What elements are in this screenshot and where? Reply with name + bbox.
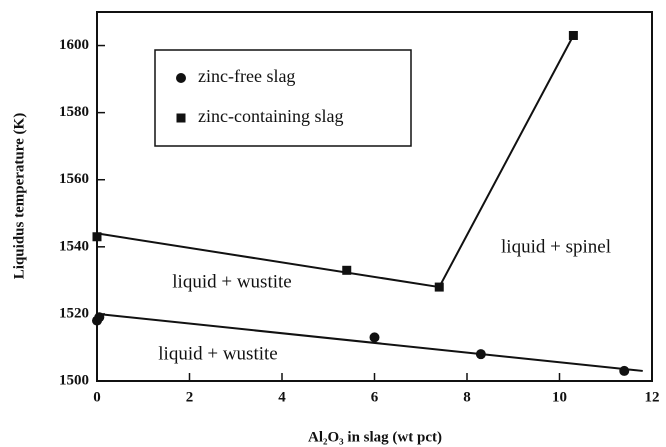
y-tick-label: 1520: [59, 305, 89, 321]
annotation: liquid + spinel: [501, 236, 611, 257]
point: [619, 365, 630, 376]
x-tick-label: 0: [93, 389, 101, 405]
x-tick-label: 6: [371, 389, 379, 405]
y-axis-label: Liquidus temperature (K): [11, 113, 27, 279]
legend-box: [154, 49, 412, 147]
y-tick-label: 1600: [59, 37, 89, 53]
y-tick-label: 1500: [59, 372, 89, 388]
point: [475, 349, 486, 360]
legend-marker: [176, 73, 186, 83]
point: [369, 332, 380, 343]
annotation: liquid + wustite: [158, 343, 277, 364]
point: [92, 232, 102, 242]
point: [434, 282, 444, 292]
legend-label: zinc-free slag: [198, 66, 295, 86]
annotation: liquid + wustite: [172, 271, 291, 292]
point: [568, 30, 578, 40]
x-axis-label: Al₂O₃ in slag (wt pct): [308, 429, 442, 445]
y-tick-label: 1540: [59, 238, 89, 254]
y-tick-label: 1560: [59, 171, 89, 187]
fit-line: [96, 312, 643, 372]
x-tick-label: 12: [645, 389, 660, 405]
x-tick-label: 10: [552, 389, 567, 405]
x-tick-label: 2: [186, 389, 194, 405]
x-tick-label: 8: [463, 389, 471, 405]
point: [342, 265, 352, 275]
y-tick-label: 1580: [59, 104, 89, 120]
legend-marker: [176, 113, 186, 123]
point: [94, 312, 105, 323]
x-tick-label: 4: [278, 389, 286, 405]
legend-label: zinc-containing slag: [198, 106, 343, 126]
